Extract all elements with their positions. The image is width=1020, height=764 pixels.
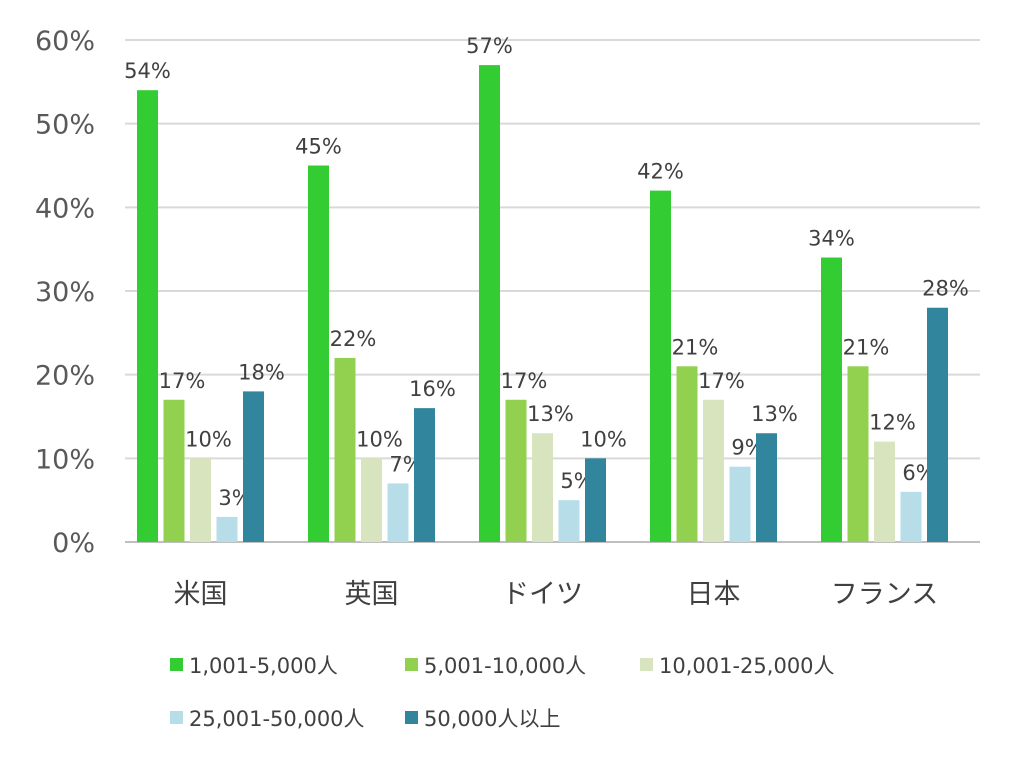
legend-swatch [405,711,418,724]
legend-label: 25,001-50,000人 [189,707,365,731]
legend-swatch [170,658,183,671]
data-label: 10% [580,427,627,451]
data-label: 10% [185,427,232,451]
bar-2 [361,458,382,542]
legend-swatch [405,658,418,671]
bar-4 [243,391,264,542]
data-label: 17% [501,369,548,393]
bar-3 [729,466,751,542]
bar-3 [387,483,409,542]
bar-4 [585,458,606,542]
data-label: 18% [238,360,285,384]
y-tick-label: 60% [35,26,95,57]
y-tick-label: 10% [35,444,95,475]
bar-3 [216,516,238,542]
y-tick-label: 30% [35,277,95,308]
bar-2 [532,433,553,542]
x-tick-label: 日本 [687,579,741,610]
data-label: 54% [124,59,171,83]
bar-1 [505,399,527,542]
y-tick-label: 50% [35,110,95,141]
x-tick-label: ドイツ [502,579,583,610]
bar-1 [334,357,356,542]
legend-label: 10,001-25,000人 [659,654,835,678]
data-label: 12% [869,411,916,435]
bar-4 [927,307,948,542]
data-label: 17% [698,369,745,393]
bar-4 [414,408,435,542]
bar-0 [137,90,158,542]
bar-0 [308,165,329,542]
bar-1 [847,366,869,542]
bar-3 [558,500,580,542]
y-tick-label: 20% [35,361,95,392]
data-label: 22% [330,327,377,351]
data-label: 57% [466,34,513,58]
data-label: 17% [159,369,206,393]
y-tick-label: 40% [35,193,95,224]
x-tick-label: フランス [831,579,938,610]
data-label: 13% [751,402,798,426]
data-label: 13% [527,402,574,426]
x-tick-label: 米国 [174,579,228,610]
bar-0 [821,257,842,542]
data-label: 21% [672,335,719,359]
data-label: 21% [843,335,890,359]
y-tick-label: 0% [52,528,95,559]
bar-1 [163,399,185,542]
legend-label: 5,001-10,000人 [424,654,586,678]
bar-3 [900,491,922,542]
x-tick-label: 英国 [345,579,399,610]
data-label: 16% [409,377,456,401]
bar-0 [650,190,671,542]
legend-swatch [170,711,183,724]
data-label: 34% [808,227,855,251]
bar-0 [479,65,500,542]
bar-1 [676,366,698,542]
data-label: 28% [922,277,969,301]
bar-2 [874,441,895,542]
data-label: 45% [295,135,342,159]
bar-2 [190,458,211,542]
data-label: 42% [637,160,684,184]
bar-2 [703,399,724,542]
legend-label: 1,001-5,000人 [189,654,338,678]
data-label: 10% [356,427,403,451]
legend-label: 50,000人以上 [424,707,560,731]
legend-swatch [640,658,653,671]
bar-4 [756,433,777,542]
